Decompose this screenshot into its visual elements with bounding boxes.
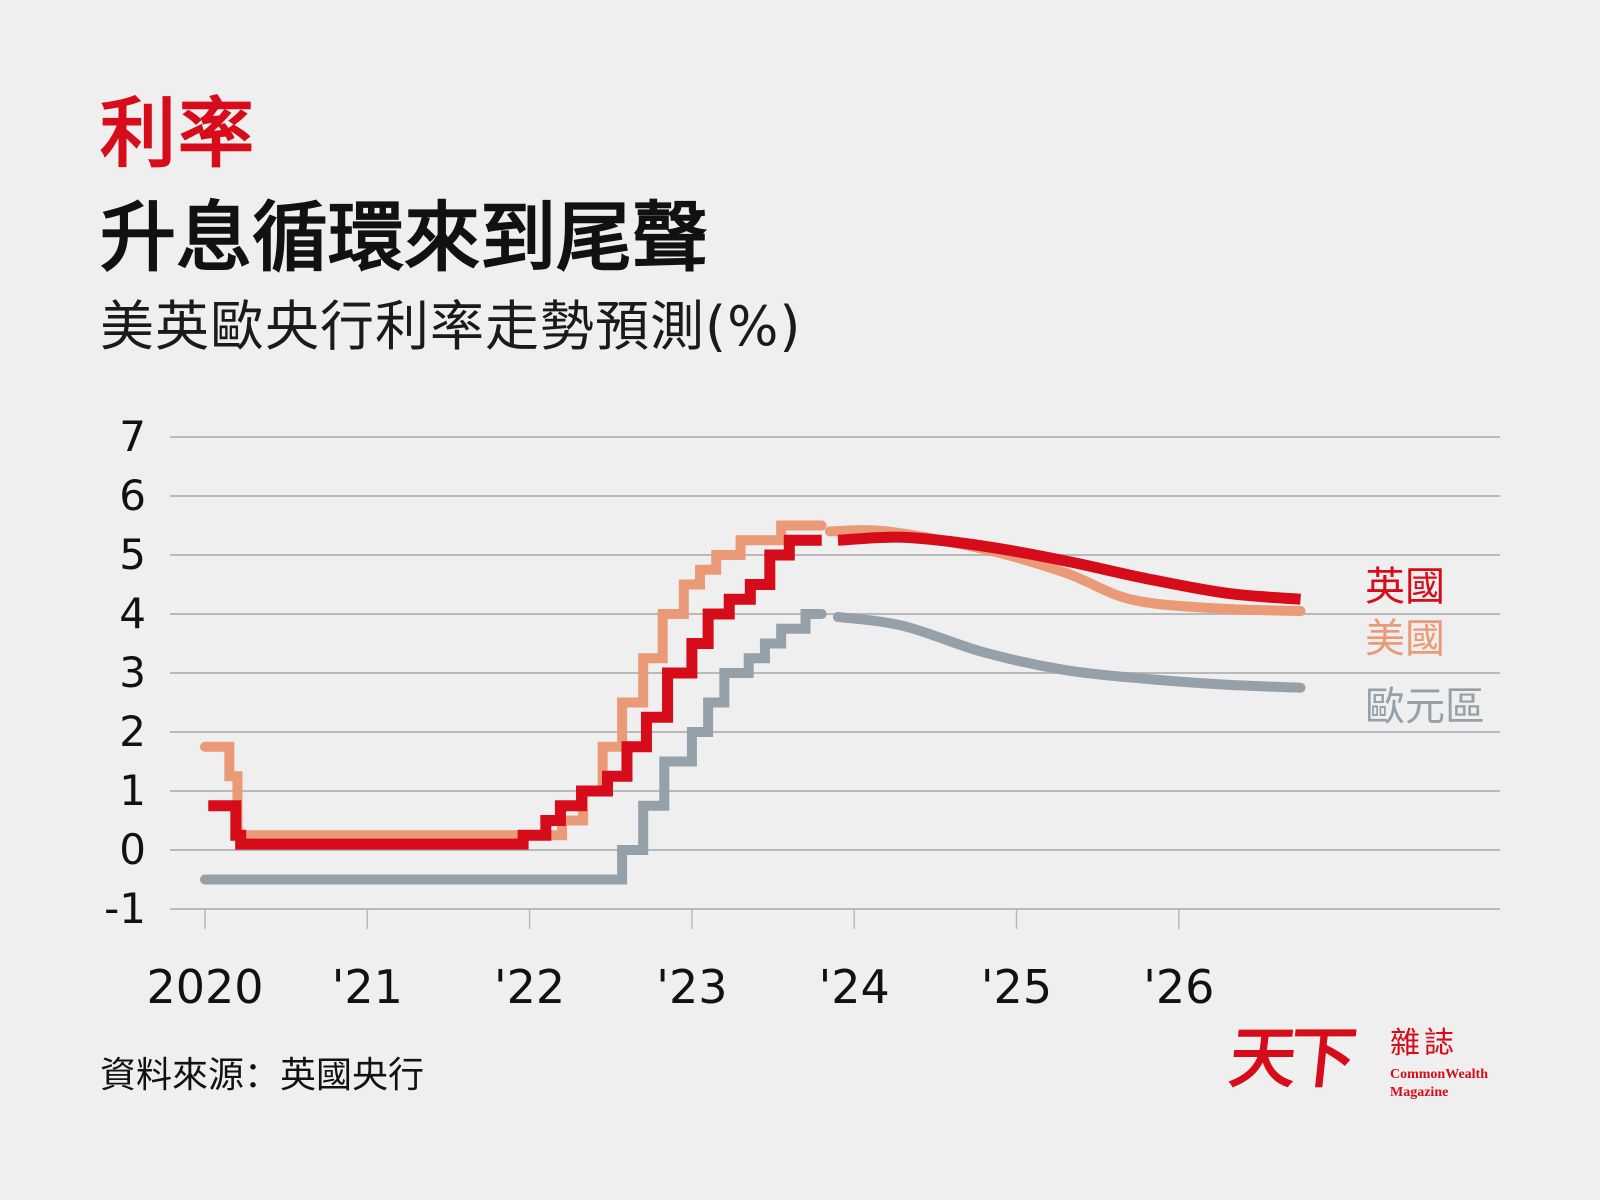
y-tick-label: 5 [119,530,146,579]
source-note: 資料來源：英國央行 [100,1055,425,1096]
y-tick-label: 6 [119,471,146,520]
x-tick-label: '21 [332,960,403,1014]
logo-zh: 雜誌 [1390,1026,1458,1061]
series-step-0 [208,534,822,850]
kicker-title: 利率 [100,89,256,178]
chart-subtitle: 美英歐央行利率走勢預測(%) [100,295,802,358]
legend-label: 英國 [1365,564,1445,610]
logo-en-line2: Magazine [1390,1085,1449,1100]
legend-label: 歐元區 [1365,684,1485,730]
logo-mark: 天下 [1225,1019,1355,1097]
x-axis-ticks [204,909,1180,929]
y-tick-label: 0 [119,825,146,874]
y-tick-label: 2 [119,707,146,756]
y-tick-label: -1 [104,884,146,933]
series-step-2 [200,609,827,885]
y-tick-label: 7 [119,412,146,461]
series-forecast-0 [837,531,1301,605]
headline: 升息循環來到尾聲 [100,193,708,282]
x-tick-label: '23 [656,960,727,1014]
commonwealth-logo: 天下 雜誌 CommonWealth Magazine [1225,1019,1500,1105]
x-axis-labels: 2020 '21 '22 '23 '24 '25 '26 [146,960,1214,1014]
series-step-1 [200,520,827,841]
legend-label: 美國 [1365,616,1445,662]
x-tick-label: 2020 [146,960,263,1014]
y-axis-labels: 7 6 5 4 3 2 1 0 -1 [104,412,146,933]
y-tick-label: 4 [119,589,146,638]
logo-en-line1: CommonWealth [1390,1067,1488,1082]
y-tick-label: 1 [119,766,146,815]
x-tick-label: '22 [494,960,565,1014]
x-tick-label: '25 [981,960,1052,1014]
x-tick-label: '26 [1143,960,1214,1014]
x-tick-label: '24 [819,960,890,1014]
series-forecast-2 [832,611,1306,693]
y-tick-label: 3 [119,648,146,697]
series-lines [200,520,1306,885]
